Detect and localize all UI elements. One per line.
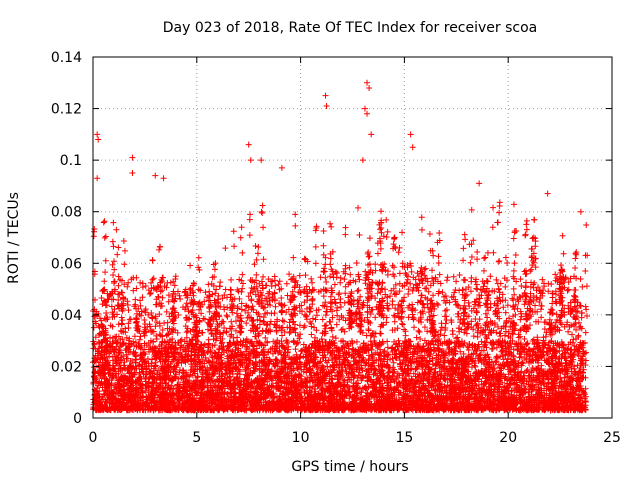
data-point [547,366,554,373]
grid-lines [93,57,612,418]
data-point [532,349,539,356]
data-point [497,367,504,374]
data-point [524,366,531,373]
chart-title: Day 023 of 2018, Rate Of TEC Index for r… [163,20,538,36]
data-point [395,337,402,344]
data-point [500,356,507,363]
data-point [387,368,394,375]
data-points [90,79,591,414]
data-point [470,350,477,357]
data-point [392,346,399,353]
data-point [151,344,158,351]
